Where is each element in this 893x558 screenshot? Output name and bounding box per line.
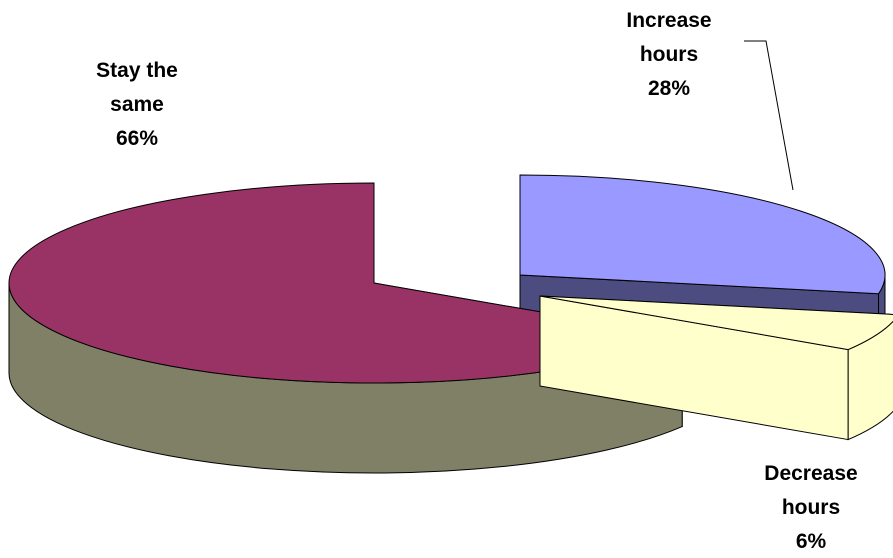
data-label-decrease-hours: Decrease hours 6% xyxy=(764,462,857,553)
slice-top-face xyxy=(8,182,684,384)
slice-top-face xyxy=(539,295,893,351)
data-label-increase-hours: Increase hours 28% xyxy=(626,9,711,100)
slice-top-face xyxy=(519,174,886,295)
pie-labels: Increase hours 28% Decrease hours 6% Stay the s… xyxy=(96,9,858,553)
pie-slices xyxy=(8,174,893,474)
slice-decrease-hours xyxy=(539,295,893,441)
slice-stay-the-same xyxy=(8,182,684,474)
data-label-stay-the-same: Stay the same 66% xyxy=(96,59,178,150)
leader-line-increase-hours xyxy=(744,40,794,191)
